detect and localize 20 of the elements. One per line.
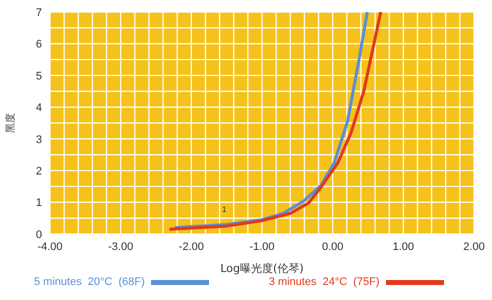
y-tick-label: 5 — [36, 70, 42, 82]
text: 3 minutes 24°C (75F) — [268, 276, 380, 288]
x-axis-title: Log曝光度(伦琴) — [220, 262, 304, 275]
y-tick-label: 3 — [36, 134, 42, 146]
y-tick-label: 1 — [36, 197, 42, 210]
y-axis-title: 黑度 — [4, 113, 17, 133]
x-tick-label: -3.00 — [108, 240, 134, 253]
annotation: 1 — [222, 205, 226, 214]
x-tick-label: 0.00 — [322, 240, 344, 253]
y-tick-label: 6 — [36, 38, 42, 51]
y-tick-label: 0 — [36, 228, 42, 241]
y-tick-label: 2 — [36, 165, 42, 178]
y-tick-label: 7 — [36, 6, 42, 19]
x-tick-label: 2.00 — [463, 240, 485, 253]
x-tick-label: 1.00 — [392, 240, 414, 253]
y-tick-label: 4 — [36, 102, 42, 114]
x-tick-label: -2.00 — [178, 240, 204, 253]
x-tick-label: -4.00 — [37, 240, 63, 253]
text: 5 minutes 20°C (68F) — [34, 276, 145, 288]
x-tick-label: -1.00 — [249, 240, 275, 253]
